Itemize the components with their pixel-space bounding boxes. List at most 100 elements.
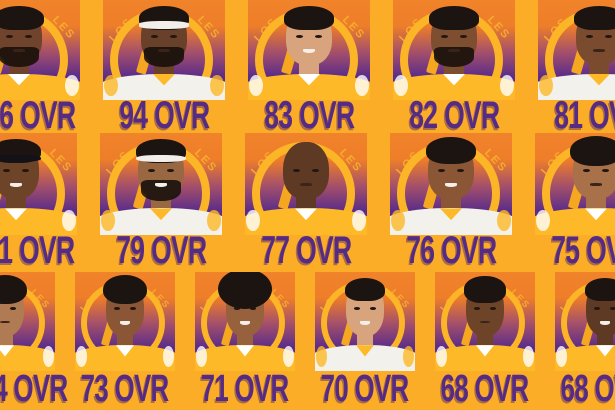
player-eye-right	[167, 169, 175, 172]
player-head	[344, 278, 386, 337]
player-eye-left	[593, 306, 600, 310]
ovr-rating-label: 68 OVR	[395, 368, 575, 410]
jersey-shoulder-trim-left	[103, 75, 118, 97]
player-eye-left	[473, 306, 480, 310]
ovr-rating-text: 81 OVR	[553, 94, 615, 137]
player-photo	[0, 272, 55, 371]
player-photo	[393, 0, 515, 100]
player-card: LOS LES	[390, 133, 512, 235]
player-head	[284, 6, 334, 65]
jersey-vneck-trim	[8, 74, 30, 86]
jersey-shoulder-trim-right	[163, 346, 175, 368]
player-jersey	[535, 208, 615, 235]
player-hair	[425, 137, 477, 165]
player-photo	[75, 272, 175, 371]
player-hair	[429, 6, 479, 30]
ovr-rating-text: 71 OVR	[201, 367, 290, 410]
ovr-rating-label: 76 OVR	[350, 229, 552, 272]
jersey-vneck-trim	[236, 345, 254, 357]
player-jersey	[195, 345, 295, 371]
jersey-vneck-trim	[443, 74, 465, 86]
jersey-shoulder-trim-right	[523, 346, 535, 368]
ovr-rating-label: 68 OVR	[515, 368, 615, 410]
player-card: LOS LES	[0, 0, 80, 100]
player-photo	[435, 272, 535, 371]
jersey-vneck-trim	[295, 208, 317, 221]
ovr-rating-text: 83 OVR	[263, 94, 355, 137]
player-card: LOS LES	[100, 133, 222, 235]
player-head	[138, 6, 190, 67]
player-eye-right	[22, 169, 30, 172]
player-photo	[0, 0, 80, 100]
player-jersey	[315, 345, 415, 371]
ovr-rating-text: 68 OVR	[441, 367, 530, 410]
player-eye-right	[312, 169, 320, 172]
jersey-vneck-trim	[440, 208, 462, 221]
ovr-rating-label: 81 OVR	[0, 229, 130, 272]
jersey-shoulder-trim-right	[210, 75, 225, 97]
player-hair	[103, 274, 147, 304]
jersey-shoulder-trim-left	[538, 75, 553, 97]
jersey-shoulder-trim-right	[403, 346, 415, 368]
player-photo	[245, 133, 367, 235]
ovr-rating-label: 77 OVR	[205, 229, 407, 272]
ovr-rating-text: 75 OVR	[550, 229, 615, 272]
jersey-shoulder-trim-right	[500, 75, 515, 97]
player-eye-left	[582, 169, 590, 172]
player-card: LOS LES	[315, 272, 415, 371]
jersey-shoulder-trim-left	[100, 209, 115, 232]
player-card: LOS LES	[103, 0, 225, 100]
ovr-rating-text: 77 OVR	[260, 229, 352, 272]
player-head	[282, 142, 330, 200]
player-jersey	[0, 74, 80, 100]
player-hair	[0, 6, 44, 30]
ovr-rating-label: 70 OVR	[275, 368, 455, 410]
player-card: LOS LES	[0, 133, 77, 235]
player-head	[0, 6, 44, 67]
player-mouth	[120, 320, 130, 325]
jersey-shoulder-trim-right	[497, 209, 512, 232]
ovr-rating-text: 96 OVR	[0, 94, 76, 137]
player-jersey	[555, 345, 615, 371]
player-card: LOS LES	[248, 0, 370, 100]
ovr-rating-text: 73 OVR	[81, 367, 170, 410]
ovr-rating-text: 76 OVR	[405, 229, 497, 272]
player-photo	[538, 0, 615, 100]
player-headband	[138, 21, 190, 29]
player-head	[574, 6, 615, 65]
player-mouth	[240, 320, 250, 325]
jersey-shoulder-trim-left	[245, 209, 260, 232]
ovr-rating-text: 81 OVR	[0, 229, 75, 272]
player-eye-left	[292, 169, 300, 172]
player-hair	[574, 6, 615, 30]
player-hair	[344, 278, 386, 302]
player-hair	[0, 274, 27, 304]
player-hair	[284, 6, 334, 30]
jersey-shoulder-trim-left	[393, 75, 408, 97]
player-card: LOS LES	[535, 133, 615, 235]
player-mouth	[590, 183, 602, 186]
player-eye-left	[147, 169, 155, 172]
player-mouth	[448, 49, 460, 52]
player-mouth	[360, 320, 370, 325]
player-eye-left	[440, 35, 448, 39]
player-eye-left	[295, 35, 303, 39]
ovr-rating-label: 75 OVR	[495, 229, 615, 272]
ovr-rating-text: 94 OVR	[118, 94, 210, 137]
jersey-shoulder-trim-left	[555, 346, 567, 368]
player-jersey	[75, 345, 175, 371]
jersey-vneck-trim	[476, 345, 494, 357]
jersey-vneck-trim	[0, 345, 14, 357]
player-eye-right	[315, 35, 323, 39]
player-card: LOS LES	[538, 0, 615, 100]
jersey-vneck-trim	[588, 74, 610, 86]
ovr-rating-label: 94 OVR	[63, 94, 265, 137]
player-headband	[0, 154, 42, 163]
player-beard	[434, 46, 474, 67]
player-beard	[144, 46, 184, 67]
player-head	[103, 274, 147, 337]
player-mouth	[0, 320, 10, 324]
player-mouth	[10, 183, 22, 188]
ovr-rating-label: 83 OVR	[208, 94, 410, 137]
player-card: LOS LES	[393, 0, 515, 100]
